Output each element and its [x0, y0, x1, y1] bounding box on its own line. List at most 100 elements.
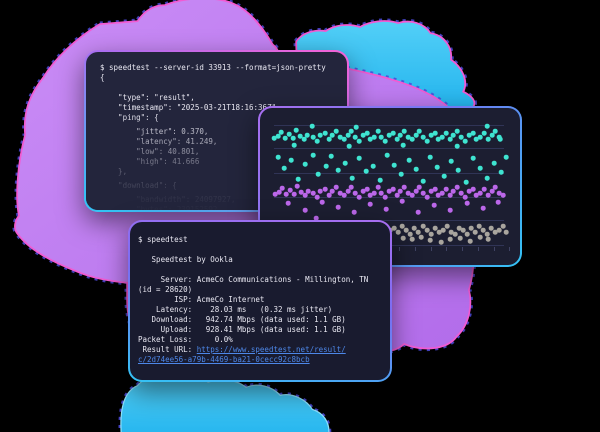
teal-band-dot [477, 134, 483, 140]
terminal-text [138, 245, 143, 254]
violet-band-dot [287, 187, 293, 193]
teal-band-dot [363, 168, 369, 174]
teal-band-dot [288, 157, 294, 163]
plot-axis-tick [415, 247, 416, 251]
teal-band-dot [348, 128, 354, 134]
teal-band-dot [434, 164, 440, 170]
teal-band-dot [439, 134, 445, 140]
violet-band-dot [432, 186, 438, 192]
gray-band-dot [400, 235, 406, 241]
violet-band-dot [367, 192, 373, 198]
violet-band-dot [298, 189, 304, 195]
terminal-text: "bandwidth": 24097927, [100, 195, 236, 204]
teal-band-dot [309, 123, 315, 129]
violet-band-dot [405, 190, 411, 196]
teal-band-dot [301, 136, 307, 142]
violet-band-dot [447, 207, 453, 213]
teal-band-dot [364, 130, 370, 136]
terminal-text: $ speedtest [138, 235, 188, 244]
terminal-text: "low": 40.801, [100, 147, 200, 156]
violet-band-dot [305, 188, 311, 194]
teal-band-dot [391, 162, 397, 168]
terminal-text: "type": "result", [100, 93, 195, 102]
plot-axis-tick [509, 247, 510, 251]
teal-band-dot [481, 130, 487, 136]
gray-band-dot [407, 231, 413, 237]
teal-band-dot [458, 134, 464, 140]
teal-band-dot [335, 167, 341, 173]
gray-band-dot [409, 236, 415, 242]
violet-band-dot [294, 183, 300, 189]
teal-band-dot [371, 134, 377, 140]
gray-band-dot [480, 227, 486, 233]
teal-band-dot [443, 130, 449, 136]
terminal-line: c/2d74ee56-a79b-4469-ba21-0cecc92c8bcb [138, 355, 382, 365]
violet-band-dot [285, 200, 291, 206]
gray-band-dot [488, 225, 494, 231]
plot-gridline [274, 148, 504, 149]
gray-band-dot [424, 227, 430, 233]
gray-band-dot [403, 227, 409, 233]
cyan-cloud-bottom-body [121, 376, 329, 432]
teal-band-dot [503, 154, 509, 160]
terminal-line: $ speedtest --server-id 33913 --format=j… [100, 63, 333, 73]
teal-band-dot [341, 136, 347, 142]
violet-band-dot [466, 188, 472, 194]
violet-band-dot [371, 190, 377, 196]
teal-band-dot [428, 132, 434, 138]
violet-band-dot [420, 190, 426, 196]
teal-band-dot [346, 143, 352, 149]
violet-band-dot [401, 184, 407, 190]
gray-band-dot [452, 231, 458, 237]
teal-band-dot [394, 136, 400, 142]
terminal-text: Download: 942.74 Mbps (data used: 1.1 GB… [138, 315, 346, 324]
violet-band-dot [364, 186, 370, 192]
violet-band-dot [302, 192, 308, 198]
teal-band-dot [432, 130, 438, 136]
gray-band-dot [500, 223, 506, 229]
teal-band-dot [484, 175, 490, 181]
violet-band-dot [450, 188, 456, 194]
teal-band-dot [302, 161, 308, 167]
violet-band-dot [360, 188, 366, 194]
violet-band-dot [326, 192, 332, 198]
violet-band-dot [291, 191, 297, 197]
teal-band-dot [477, 165, 483, 171]
plot-gridline [274, 173, 504, 174]
teal-band-dot [462, 138, 468, 144]
terminal-text: (id = 28620) [138, 285, 193, 294]
teal-band-dot [424, 138, 430, 144]
teal-band-dot [315, 171, 321, 177]
violet-band-dot [443, 186, 449, 192]
terminal-text: Speedtest by Ookla [138, 255, 233, 264]
teal-band-dot [384, 152, 390, 158]
teal-band-dot [489, 132, 495, 138]
terminal-text: $ speedtest --server-id 33913 --format=j… [100, 63, 326, 72]
violet-band-dot [351, 209, 357, 215]
teal-band-dot [390, 130, 396, 136]
result-url-link[interactable]: c/2d74ee56-a79b-4469-ba21-0cecc92c8bcb [138, 355, 310, 364]
terminal-text [100, 83, 105, 92]
gray-band-dot [492, 229, 498, 235]
teal-band-dot [463, 179, 469, 185]
teal-band-dot [454, 128, 460, 134]
teal-band-dot [286, 131, 292, 137]
violet-band-dot [314, 194, 320, 200]
gray-band-dot [484, 231, 490, 237]
teal-band-dot [470, 130, 476, 136]
teal-band-dot [323, 163, 329, 169]
teal-band-dot [295, 176, 301, 182]
violet-band-dot [394, 192, 400, 198]
teal-band-dot [352, 134, 358, 140]
gray-band-dot [457, 235, 463, 241]
violet-band-dot [489, 188, 495, 194]
plot-axis-tick [478, 247, 479, 251]
violet-band-dot [416, 184, 422, 190]
plot-axis-tick [431, 247, 432, 251]
violet-band-dot [383, 206, 389, 212]
violet-band-dot [481, 186, 487, 192]
terminal-line: ISP: AcmeCo Internet [138, 295, 382, 305]
terminal-line: Server: AcmeCo Communications - Millingt… [138, 275, 382, 285]
teal-band-dot [491, 160, 497, 166]
result-url-link[interactable]: https://www.speedtest.net/result/ [196, 345, 346, 354]
